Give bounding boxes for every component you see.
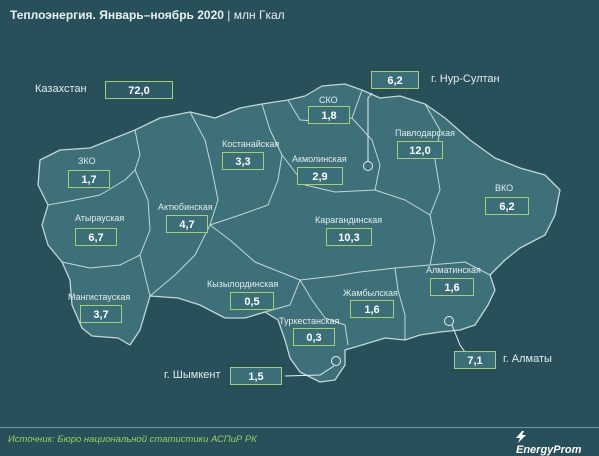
lightning-icon: [516, 431, 526, 443]
title-unit: | млн Гкал: [227, 8, 285, 22]
region-label-kostanay: Костанайская: [222, 139, 280, 149]
border-zhambyl-almaty: [394, 267, 406, 340]
region-value-sko: 1,8: [308, 106, 350, 124]
logo-text: EnergyProm: [516, 444, 582, 456]
region-value-kostanay: 3,3: [222, 152, 264, 170]
region-label-vko: ВКО: [495, 183, 514, 193]
region-value-almaty: 1,6: [430, 278, 474, 296]
total-value: 72,0: [105, 81, 173, 99]
region-label-akmola: Акмолинская: [292, 154, 347, 164]
border-turkestan-zhambyl: [299, 279, 349, 346]
border-pavlodar-vko: [424, 103, 441, 216]
border-zko-atyrau: [47, 169, 136, 206]
title-text: Теплоэнергия. Январь–ноябрь 2020: [10, 8, 224, 22]
region-value-atyrau: 6,7: [75, 228, 117, 246]
energyprom-logo: EnergyProm: [514, 431, 594, 456]
page-title: Теплоэнергия. Январь–ноябрь 2020 | млн Г…: [10, 8, 285, 22]
region-label-aktobe: Актюбинская: [158, 202, 213, 212]
nursultan-leader: [367, 92, 373, 161]
border-zko-aktobe: [134, 129, 141, 171]
border-atyrau-mangistau: [61, 254, 141, 269]
region-label-karaganda: Карагандинская: [315, 215, 383, 225]
border-karaganda-vko: [374, 189, 436, 266]
border-karaganda-kyzylorda: [229, 239, 301, 281]
footer-divider: [0, 427, 599, 428]
region-label-almaty: Алматинская: [426, 265, 481, 275]
region-label-zhambyl: Жамбылская: [343, 288, 398, 298]
region-value-turkestan: 0,3: [293, 328, 335, 346]
total-label: Казахстан: [35, 83, 87, 95]
city-value-nursultan: 6,2: [371, 71, 419, 89]
border-kostanay-karaganda: [209, 204, 269, 226]
region-value-pavlodar: 12,0: [397, 141, 443, 159]
city-value-almaty: 7,1: [454, 351, 496, 369]
city-value-shymkent: 1,5: [230, 367, 282, 385]
source-note: Источник: Бюро национальной статистики А…: [8, 434, 257, 445]
region-value-kyzylorda: 0,5: [230, 292, 274, 310]
region-label-mangistau: Мангистауская: [68, 292, 131, 302]
border-vko-almaty: [429, 261, 491, 276]
region-label-atyrau: Атырауская: [75, 213, 125, 223]
border-akmola-karaganda: [281, 154, 376, 193]
city-markers: [284, 92, 466, 377]
border-akmola-pavlodar: [351, 117, 381, 191]
region-label-sko: СКО: [319, 95, 338, 105]
border-karaganda-zhambyl: [299, 264, 431, 281]
region-value-akmola: 2,9: [297, 167, 343, 185]
region-value-karaganda: 10,3: [326, 228, 372, 246]
city-label-nursultan: г. Нур-Султан: [431, 73, 500, 85]
nursultan-marker: [363, 161, 373, 171]
region-label-zko: ЗКО: [78, 156, 96, 166]
shymkent-leader: [284, 365, 335, 377]
region-value-zko: 1,7: [68, 170, 110, 188]
region-value-aktobe: 4,7: [166, 215, 208, 233]
border-mangistau-aktobe: [139, 254, 151, 297]
city-label-shymkent: г. Шымкент: [164, 369, 221, 381]
city-label-almaty: г. Алматы: [503, 353, 552, 365]
region-value-mangistau: 3,7: [80, 305, 122, 323]
border-aktobe-kostanay: [189, 111, 219, 226]
almaty-leader: [451, 324, 466, 353]
shymkent-marker: [331, 356, 341, 366]
region-label-kyzylorda: Кызылординская: [207, 279, 279, 289]
border-atyrau-aktobe: [134, 169, 151, 256]
border-aktobe-kyzylorda: [149, 224, 231, 297]
almaty-marker: [444, 316, 454, 326]
region-label-pavlodar: Павлодарская: [395, 128, 455, 138]
region-value-zhambyl: 1,6: [350, 300, 394, 318]
region-value-vko: 6,2: [485, 197, 529, 215]
region-label-turkestan: Туркестанская: [279, 316, 340, 326]
